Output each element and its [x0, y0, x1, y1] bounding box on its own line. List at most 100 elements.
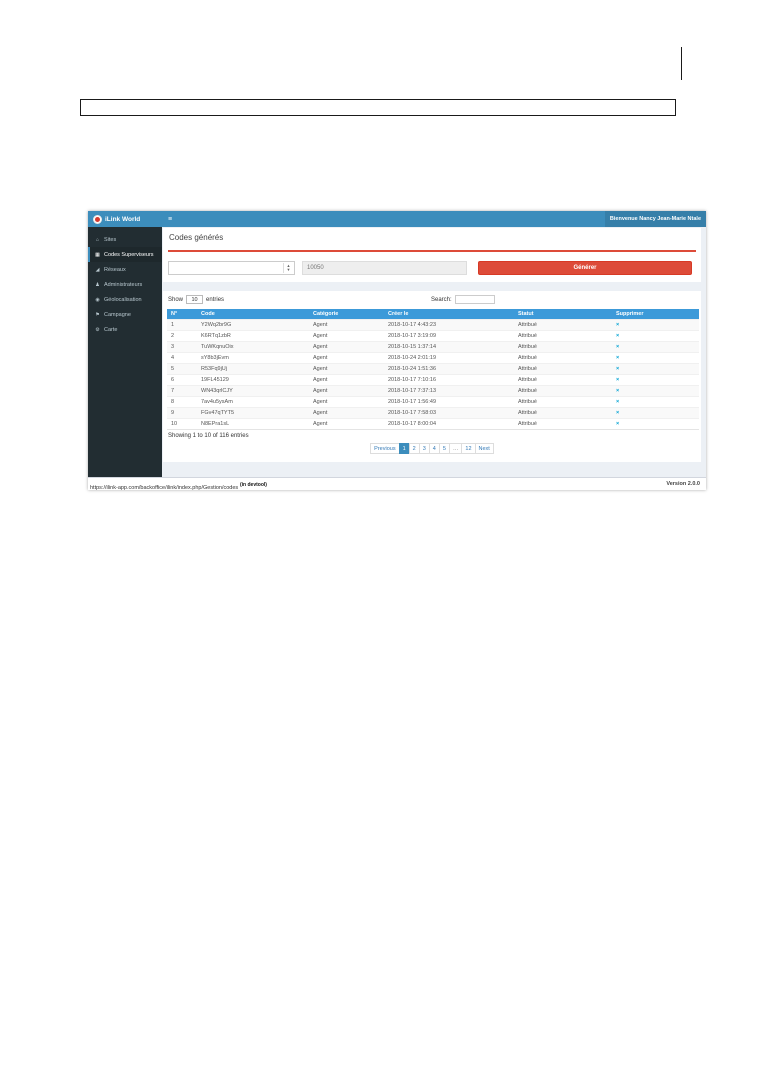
cell-number: 5 — [171, 366, 175, 372]
column-header-supprimer[interactable]: Supprimer — [616, 311, 644, 317]
cell-created: 2018-10-17 1:56:49 — [388, 399, 437, 405]
version-text: Version 2.0.0 — [666, 481, 700, 487]
table-row: 5 R53Fq9jUj Agent 2018-10-24 1:51:36 Att… — [167, 363, 699, 374]
delete-icon[interactable]: × — [616, 355, 620, 361]
cell-code: FGv47qTYT5 — [201, 410, 235, 416]
cell-status: Attribué — [518, 388, 537, 394]
cell-status: Attribué — [518, 344, 537, 350]
sidebar-item-codes-superviseurs[interactable]: ▦ Codes Superviseurs — [88, 247, 162, 262]
cell-category: Agent — [313, 366, 328, 372]
table-row: 6 19FL45129 Agent 2018-10-17 7:10:16 Att… — [167, 374, 699, 385]
cell-created: 2018-10-17 3:19:09 — [388, 333, 437, 339]
cell-code: 7av4u5ysAm — [201, 399, 233, 405]
table-row: 1 Y2Wq2br9G Agent 2018-10-17 4:43:23 Att… — [167, 319, 699, 330]
cell-number: 3 — [171, 344, 175, 350]
table-row: 9 FGv47qTYT5 Agent 2018-10-17 7:58:03 At… — [167, 407, 699, 418]
map-marker-icon: ◉ — [95, 296, 100, 303]
cell-category: Agent — [313, 333, 328, 339]
select-spinner[interactable]: ▲ ▼ — [283, 263, 293, 273]
table-header-row: N° Code Catégorie Créer le Statut Suppri… — [167, 309, 699, 319]
pagination-next[interactable]: Next — [474, 443, 494, 454]
show-label: Show — [168, 296, 184, 303]
column-header-number[interactable]: N° — [171, 311, 178, 317]
column-header-code[interactable]: Code — [201, 311, 215, 317]
column-header-statut[interactable]: Statut — [518, 311, 534, 317]
generate-button[interactable]: Générer — [478, 261, 692, 275]
pagination-page-12[interactable]: 12 — [461, 443, 476, 454]
table-row: 4 sY8b3jEvm Agent 2018-10-24 2:01:19 Att… — [167, 352, 699, 363]
delete-icon[interactable]: × — [616, 421, 620, 427]
delete-icon[interactable]: × — [616, 377, 620, 383]
cell-created: 2018-10-17 7:37:13 — [388, 388, 437, 394]
main-content: Codes générés ▲ ▼ 10050 Générer Show 10 … — [162, 227, 706, 477]
brand-link[interactable]: iLink World — [88, 211, 164, 227]
pagination-ellipsis: … — [448, 443, 463, 454]
home-icon: ⌂ — [95, 236, 100, 243]
user-icon: ♟ — [95, 281, 100, 288]
sidebar-item-label: Géolocalisation — [104, 296, 142, 303]
cell-code: Y2Wq2br9G — [201, 322, 232, 328]
pagination-previous[interactable]: Previous — [370, 443, 400, 454]
pagination: Previous 1 2 3 4 5 … 12 Next — [163, 443, 701, 454]
page-title: Codes générés — [169, 233, 224, 242]
cell-created: 2018-10-24 2:01:19 — [388, 355, 437, 361]
cell-created: 2018-10-17 4:43:23 — [388, 322, 437, 328]
cell-status: Attribué — [518, 421, 537, 427]
table-row: 10 N8EPra1sL Agent 2018-10-17 8:00:04 At… — [167, 418, 699, 429]
delete-icon[interactable]: × — [616, 388, 620, 394]
sidebar-item-administrateurs[interactable]: ♟ Administrateurs — [88, 277, 162, 292]
sidebar-item-campagne[interactable]: ⚑ Campagne — [88, 307, 162, 322]
table-row: 2 K6RTq1zbR Agent 2018-10-17 3:19:09 Att… — [167, 330, 699, 341]
column-header-categorie[interactable]: Catégorie — [313, 311, 339, 317]
search-label: Search: — [431, 296, 452, 303]
sidebar-item-geolocalisation[interactable]: ◉ Géolocalisation — [88, 292, 162, 307]
cell-status: Attribué — [518, 366, 537, 372]
cell-created: 2018-10-15 1:37:14 — [388, 344, 437, 350]
cell-number: 1 — [171, 322, 175, 328]
delete-icon[interactable]: × — [616, 366, 620, 372]
search-input[interactable] — [454, 295, 495, 304]
spinner-up-icon: ▲ — [286, 263, 291, 268]
cell-status: Attribué — [518, 355, 537, 361]
cell-category: Agent — [313, 421, 328, 427]
cell-number: 8 — [171, 399, 175, 405]
cell-status: Attribué — [518, 322, 537, 328]
user-greeting[interactable]: Bienvenue Nancy Jean-Marie Ntale — [604, 211, 706, 227]
delete-icon[interactable]: × — [616, 410, 620, 416]
generate-code-panel: Codes générés ▲ ▼ 10050 Générer — [163, 228, 701, 282]
cell-code: 19FL45129 — [201, 377, 229, 383]
cell-created: 2018-10-17 7:10:16 — [388, 377, 437, 383]
cell-status: Attribué — [518, 399, 537, 405]
page-size-select[interactable]: 10 — [186, 295, 204, 304]
category-select[interactable]: ▲ ▼ — [168, 261, 295, 275]
cell-category: Agent — [313, 399, 328, 405]
spinner-down-icon: ▼ — [286, 267, 291, 272]
delete-icon[interactable]: × — [616, 333, 620, 339]
table-icon: ▦ — [95, 251, 100, 258]
delete-icon[interactable]: × — [616, 399, 620, 405]
title-divider — [168, 250, 696, 252]
cell-code: WN43qrlCJY — [201, 388, 233, 394]
flag-icon: ⚑ — [95, 311, 100, 318]
sidebar-item-label: Sites — [104, 236, 117, 243]
sidebar-item-label: Campagne — [104, 311, 131, 318]
page-length-control: Show 10 entries — [168, 295, 224, 304]
sidebar-item-reseaux[interactable]: ◢ Réseaux — [88, 262, 162, 277]
cell-code: N8EPra1sL — [201, 421, 230, 427]
cell-status: Attribué — [518, 377, 537, 383]
gear-icon: ⚙ — [95, 326, 100, 333]
cell-number: 4 — [171, 355, 175, 361]
sidebar-item-carte[interactable]: ⚙ Carte — [88, 322, 162, 337]
sidebar-item-sites[interactable]: ⌂ Sites — [88, 232, 162, 247]
code-count-field[interactable]: 10050 — [302, 261, 467, 275]
codes-table: N° Code Catégorie Créer le Statut Suppri… — [167, 309, 699, 430]
column-header-creer-le[interactable]: Créer le — [388, 311, 409, 317]
document-empty-field-box — [80, 99, 676, 116]
sidebar-toggle-icon[interactable]: ≡ — [168, 215, 173, 223]
cell-category: Agent — [313, 388, 328, 394]
delete-icon[interactable]: × — [616, 344, 620, 350]
sidebar-item-label: Carte — [104, 326, 118, 333]
delete-icon[interactable]: × — [616, 322, 620, 328]
cell-number: 10 — [171, 421, 178, 427]
